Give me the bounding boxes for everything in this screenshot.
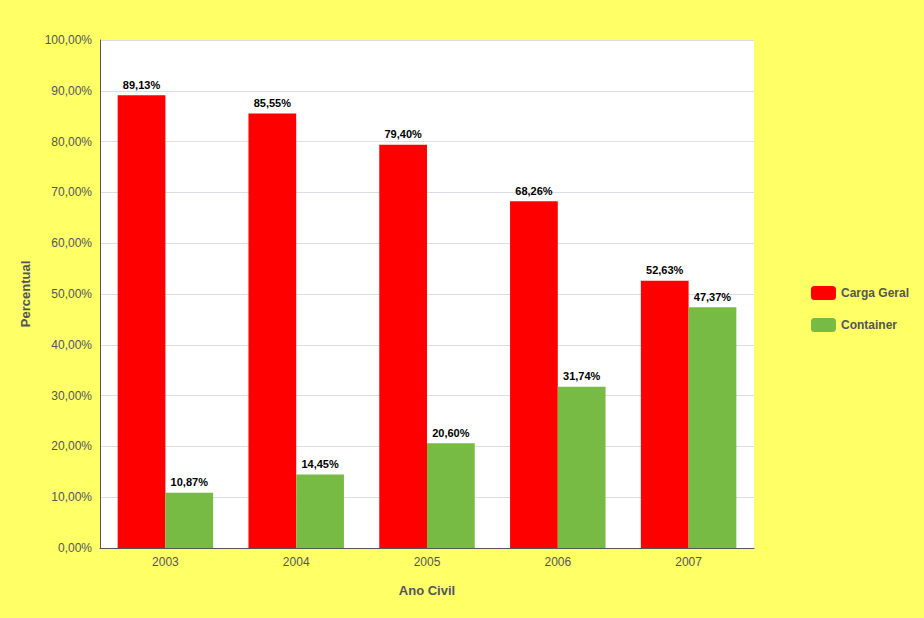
svg-text:Percentual: Percentual bbox=[18, 261, 33, 327]
svg-text:52,63%: 52,63% bbox=[646, 264, 684, 276]
svg-text:80,00%: 80,00% bbox=[51, 135, 92, 149]
svg-text:0,00%: 0,00% bbox=[58, 541, 92, 555]
svg-text:2004: 2004 bbox=[283, 555, 310, 569]
svg-text:100,00%: 100,00% bbox=[45, 33, 93, 47]
svg-text:68,26%: 68,26% bbox=[515, 185, 553, 197]
svg-text:Carga Geral: Carga Geral bbox=[841, 286, 909, 300]
svg-text:2007: 2007 bbox=[675, 555, 702, 569]
svg-text:20,60%: 20,60% bbox=[432, 427, 470, 439]
svg-text:47,37%: 47,37% bbox=[694, 291, 732, 303]
svg-text:50,00%: 50,00% bbox=[51, 287, 92, 301]
svg-text:2003: 2003 bbox=[152, 555, 179, 569]
svg-text:2006: 2006 bbox=[544, 555, 571, 569]
svg-text:40,00%: 40,00% bbox=[51, 338, 92, 352]
svg-text:90,00%: 90,00% bbox=[51, 84, 92, 98]
svg-text:10,00%: 10,00% bbox=[51, 490, 92, 504]
svg-text:60,00%: 60,00% bbox=[51, 236, 92, 250]
svg-text:14,45%: 14,45% bbox=[301, 458, 339, 470]
svg-text:10,87%: 10,87% bbox=[171, 476, 209, 488]
svg-text:89,13%: 89,13% bbox=[123, 79, 161, 91]
svg-text:70,00%: 70,00% bbox=[51, 185, 92, 199]
svg-text:2005: 2005 bbox=[414, 555, 441, 569]
svg-text:85,55%: 85,55% bbox=[254, 97, 292, 109]
svg-text:31,74%: 31,74% bbox=[563, 370, 601, 382]
svg-text:79,40%: 79,40% bbox=[384, 128, 422, 140]
svg-text:30,00%: 30,00% bbox=[51, 389, 92, 403]
svg-text:Ano Civil: Ano Civil bbox=[399, 583, 455, 598]
svg-text:20,00%: 20,00% bbox=[51, 439, 92, 453]
svg-text:Container: Container bbox=[841, 318, 897, 332]
